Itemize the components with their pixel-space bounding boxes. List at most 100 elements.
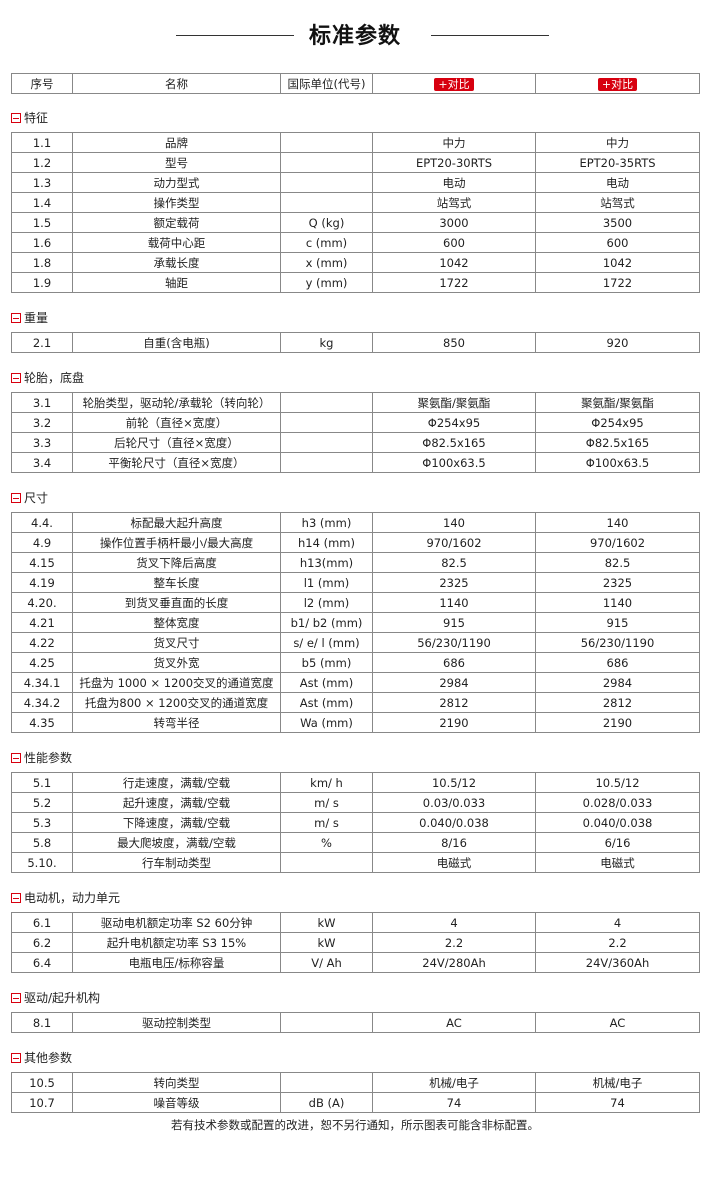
- row-name: 货叉下降后高度: [72, 552, 281, 573]
- row-unit: [280, 1012, 373, 1033]
- compare-button-1[interactable]: +对比: [434, 77, 474, 91]
- table-row: 4.20. 到货叉垂直面的长度 l2 (mm) 1140 1140: [11, 592, 700, 613]
- row-unit: b1/ b2 (mm): [280, 612, 373, 633]
- row-no: 6.2: [11, 932, 73, 953]
- row-no: 4.35: [11, 712, 73, 733]
- row-no: 3.4: [11, 452, 73, 473]
- row-unit: [280, 852, 373, 873]
- section-header[interactable]: 尺寸: [0, 488, 710, 512]
- row-value-1: 中力: [372, 132, 536, 153]
- row-value-2: 56/230/1190: [535, 632, 700, 653]
- collapse-icon[interactable]: [11, 893, 21, 903]
- section-header[interactable]: 特征: [0, 108, 710, 132]
- table-row: 4.21 整体宽度 b1/ b2 (mm) 915 915: [11, 612, 700, 633]
- section-header[interactable]: 性能参数: [0, 748, 710, 772]
- row-value-1: Φ82.5x165: [372, 432, 536, 453]
- row-name: 货叉尺寸: [72, 632, 281, 653]
- section-header[interactable]: 重量: [0, 308, 710, 332]
- section-header[interactable]: 驱动/起升机构: [0, 988, 710, 1012]
- row-name: 托盘为 1000 × 1200交叉的通道宽度: [72, 672, 281, 693]
- row-no: 1.1: [11, 132, 73, 153]
- collapse-icon[interactable]: [11, 373, 21, 383]
- table-row: 1.1 品牌 中力 中力: [11, 132, 700, 153]
- row-name: 动力型式: [72, 172, 281, 193]
- row-unit: y (mm): [280, 272, 373, 293]
- spec-sections: 特征 1.1 品牌 中力 中力 1.2 型号 EPT20-30RTS EPT20-35RTS 1.…: [0, 108, 710, 1128]
- spec-section: 尺寸 4.4. 标配最大起升高度 h3 (mm) 140 140 4.9 操作位置手柄杆最小/…: [0, 488, 710, 733]
- row-unit: Wa (mm): [280, 712, 373, 733]
- row-value-1: 2325: [372, 572, 536, 593]
- collapse-icon[interactable]: [11, 753, 21, 763]
- row-value-1: 24V/280Ah: [372, 952, 536, 973]
- section-title: 驱动/起升机构: [24, 991, 101, 1005]
- row-name: 前轮（直径×宽度）: [72, 412, 281, 433]
- row-unit: km/ h: [280, 772, 373, 793]
- row-no: 1.8: [11, 252, 73, 273]
- table-row: 8.1 驱动控制类型 AC AC: [11, 1012, 700, 1033]
- section-title: 轮胎，底盘: [24, 371, 85, 385]
- row-name: 载荷中心距: [72, 232, 281, 253]
- row-no: 8.1: [11, 1012, 73, 1033]
- row-value-2: 915: [535, 612, 700, 633]
- compare-button-2[interactable]: +对比: [597, 77, 638, 91]
- table-row: 5.8 最大爬坡度，满载/空载% 8/16 6/16: [11, 832, 700, 853]
- row-no: 6.4: [11, 952, 73, 973]
- row-name: 到货叉垂直面的长度: [72, 592, 281, 613]
- row-name: 操作位置手柄杆最小/最大高度: [72, 532, 281, 553]
- section-header[interactable]: 轮胎，底盘: [0, 368, 710, 392]
- collapse-icon[interactable]: [11, 313, 21, 323]
- row-value-1: 2812: [372, 692, 536, 713]
- row-no: 4.21: [11, 612, 73, 633]
- row-value-1: 74: [372, 1092, 536, 1113]
- row-value-1: 0.040/0.038: [372, 812, 536, 833]
- table-row: 1.6 载荷中心距 c (mm) 600 600: [11, 232, 700, 253]
- row-value-1: 915: [372, 612, 536, 633]
- row-value-2: 24V/360Ah: [535, 952, 700, 973]
- row-name: 托盘为800 × 1200交叉的通道宽度: [72, 692, 281, 713]
- row-value-2: Φ254x95: [535, 412, 700, 433]
- section-header[interactable]: 电动机，动力单元: [0, 888, 710, 912]
- spec-section: 轮胎，底盘 3.1 轮胎类型，驱动轮/承载轮（转向轮） 聚氨酯/聚氨酯 聚氨酯/聚氨酯 3…: [0, 368, 710, 473]
- table-row: 1.2 型号 EPT20-30RTS EPT20-35RTS: [11, 152, 700, 173]
- row-name: 自重(含电瓶): [72, 332, 281, 353]
- row-unit: dB (A): [280, 1092, 373, 1113]
- row-name: 标配最大起升高度: [72, 512, 281, 533]
- row-value-1: 机械/电子: [372, 1072, 536, 1093]
- collapse-icon[interactable]: [11, 993, 21, 1003]
- row-no: 5.8: [11, 832, 73, 853]
- row-unit: h13(mm): [280, 552, 373, 573]
- spec-section: 其他参数 10.5 转向类型 机械/电子 机械/电子 10.7 噪音等级 dB (A) 74 74: [0, 1048, 710, 1113]
- table-row: 3.1 轮胎类型，驱动轮/承载轮（转向轮） 聚氨酯/聚氨酯 聚氨酯/聚氨酯: [11, 392, 700, 413]
- row-no: 4.34.2: [11, 692, 73, 713]
- table-row: 1.9 轴距 y (mm) 1722 1722: [11, 272, 700, 293]
- row-no: 5.1: [11, 772, 73, 793]
- collapse-icon[interactable]: [11, 1053, 21, 1063]
- collapse-icon[interactable]: [11, 113, 21, 123]
- row-name: 电瓶电压/标称容量: [72, 952, 281, 973]
- row-name: 起升电机额定功率 S3 15%: [72, 932, 281, 953]
- row-no: 3.1: [11, 392, 73, 413]
- row-unit: Ast (mm): [280, 672, 373, 693]
- table-row: 5.1 行走速度，满载/空载 km/ h 10.5/12 10.5/12: [11, 772, 700, 793]
- collapse-icon[interactable]: [11, 493, 21, 503]
- row-value-2: AC: [535, 1012, 700, 1033]
- row-value-1: 电磁式: [372, 852, 536, 873]
- row-no: 4.20.: [11, 592, 73, 613]
- header-table: 序号 名称 国际单位(代号) +对比 +对比: [11, 73, 700, 94]
- row-value-1: 56/230/1190: [372, 632, 536, 653]
- row-value-2: 电动: [535, 172, 700, 193]
- table-row: 2.1 自重(含电瓶) kg 850 920: [11, 332, 700, 353]
- section-header[interactable]: 其他参数: [0, 1048, 710, 1072]
- row-value-1: 686: [372, 652, 536, 673]
- row-no: 10.7: [11, 1092, 73, 1113]
- spec-table: 8.1 驱动控制类型 AC AC: [11, 1012, 700, 1033]
- spec-table: 10.5 转向类型 机械/电子 机械/电子 10.7 噪音等级 dB (A) 74 74: [11, 1072, 700, 1113]
- row-unit: kW: [280, 912, 373, 933]
- row-value-1: 3000: [372, 212, 536, 233]
- row-value-2: 2.2: [535, 932, 700, 953]
- row-value-2: 聚氨酯/聚氨酯: [535, 392, 700, 413]
- row-value-2: 0.040/0.038: [535, 812, 700, 833]
- row-name: 最大爬坡度，满载/空载: [72, 832, 281, 853]
- row-no: 5.3: [11, 812, 73, 833]
- spec-table: 2.1 自重(含电瓶) kg 850 920: [11, 332, 700, 353]
